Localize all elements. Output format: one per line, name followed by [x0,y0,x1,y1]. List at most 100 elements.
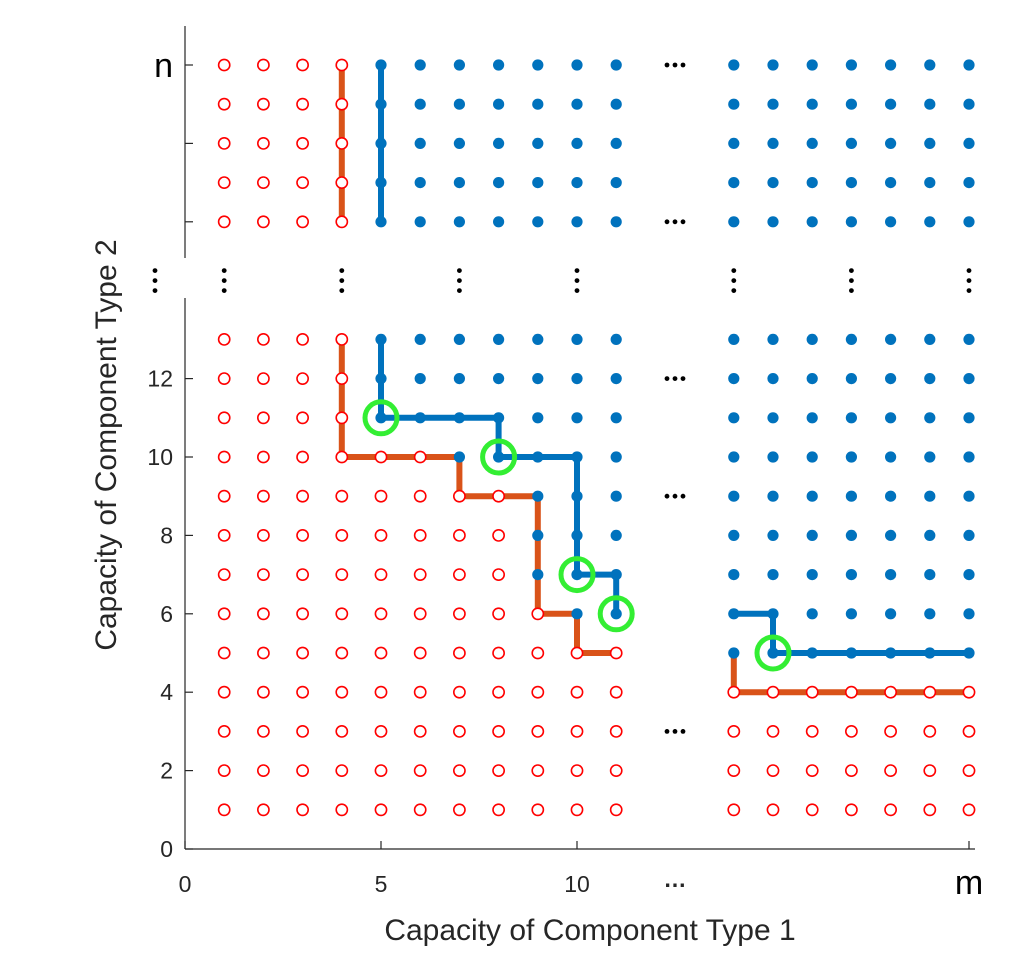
point-open [923,685,937,699]
point-open [492,803,505,817]
point-filled [375,177,387,189]
point-filled [924,137,936,149]
point-open [374,607,388,621]
point-open [296,58,309,72]
y-tick-label-n: n [154,47,173,85]
ellipsis-dot-v [221,268,227,273]
point-filled [767,490,779,502]
point-filled [963,529,975,542]
point-open [962,803,976,817]
point-filled [375,412,387,424]
point-open [217,607,231,621]
point-filled [885,137,897,149]
point-open [570,725,584,738]
point-filled [532,529,544,542]
point-filled [532,451,544,463]
point-open [884,685,897,699]
point-filled [924,529,936,542]
point-filled [610,412,622,424]
point-filled [493,333,505,345]
point-open [884,764,897,777]
point-filled [885,59,897,71]
point-filled [885,216,897,228]
point-open [413,685,427,699]
point-filled [610,529,622,542]
ellipsis-dot-v [966,288,972,293]
point-filled [414,412,426,424]
point-open [923,725,937,738]
point-open [452,607,466,621]
point-open [805,803,819,817]
point-filled [728,177,740,189]
point-filled [806,529,818,542]
point-filled [571,98,583,110]
ellipsis-dot-v [574,278,580,283]
y-axis-title: Capacity of Component Type 2 [90,239,123,650]
point-open [452,489,466,503]
point-filled [375,373,387,385]
point-open [296,646,309,660]
point-filled [532,333,544,345]
axis-ticks: 0 5 10 … m 0 2 4 6 8 10 12 n [147,47,983,902]
point-open [570,803,584,817]
point-filled [885,412,897,424]
y-tick-label: 8 [160,522,173,548]
point-open [335,450,349,464]
point-filled [806,451,818,463]
point-filled [963,98,975,110]
x-tick-label-ellipsis: … [664,866,687,892]
point-open [335,372,349,385]
point-filled [610,333,622,345]
point-open [845,803,858,817]
point-open [217,136,231,150]
point-filled [493,177,505,189]
point-open [609,725,623,738]
ellipsis-dot-h [664,729,670,734]
point-open [570,646,584,660]
point-open [296,764,309,777]
highlight-ring [597,595,635,633]
point-filled [845,647,858,659]
point-open [335,332,349,346]
point-filled [610,569,622,581]
point-open [296,176,309,189]
point-open [256,215,270,229]
point-open [962,685,976,699]
point-filled [845,137,858,149]
point-open [374,725,388,738]
point-filled [963,490,975,502]
point-filled [885,373,897,385]
point-filled [806,177,818,189]
point-open [256,97,270,111]
point-filled [924,216,936,228]
point-open [296,607,309,621]
point-open [727,803,741,817]
point-open [374,489,388,503]
point-filled [728,529,740,542]
ellipsis-dot-v [339,278,345,283]
point-filled [924,608,936,620]
ellipsis-dot-h [680,729,686,734]
point-filled [375,98,387,110]
point-open [217,803,231,817]
point-filled [610,137,622,149]
point-open [296,136,309,150]
point-filled [845,98,858,110]
point-filled [453,98,465,110]
point-open [256,136,270,150]
point-filled [924,490,936,502]
point-filled [963,569,975,581]
point-open [531,685,545,699]
point-filled [728,608,740,620]
point-filled [728,59,740,71]
point-filled [493,451,505,463]
ellipsis-dot-h [680,493,686,499]
ellipsis-dot-v [849,278,854,283]
point-open [805,725,819,738]
point-open [217,725,231,738]
y-tick-label-ellipsis [152,288,158,293]
point-open [217,764,231,777]
ellipsis-dot-v [966,268,972,273]
point-filled [571,177,583,189]
point-filled [571,59,583,71]
